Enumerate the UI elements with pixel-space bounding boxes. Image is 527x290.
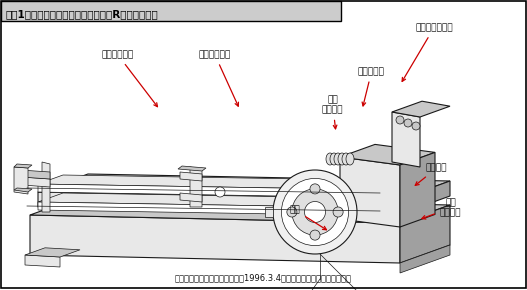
Polygon shape [38,202,400,216]
Polygon shape [38,192,400,214]
Ellipse shape [334,153,342,165]
Ellipse shape [330,153,338,165]
Polygon shape [25,255,60,267]
Circle shape [215,187,225,197]
Polygon shape [38,174,450,199]
Circle shape [305,202,326,222]
Polygon shape [30,197,450,223]
Polygon shape [340,144,435,165]
Text: 加工部品: 加工部品 [415,164,447,185]
Circle shape [287,207,297,217]
Polygon shape [38,193,425,208]
Polygon shape [14,188,32,192]
Polygon shape [14,167,28,194]
Ellipse shape [326,153,334,165]
Polygon shape [178,166,206,171]
Polygon shape [180,172,202,181]
Ellipse shape [346,153,354,165]
Circle shape [273,170,357,254]
Polygon shape [392,101,450,117]
Polygon shape [14,164,32,168]
Polygon shape [340,157,400,227]
Text: 重り: 重り [290,206,326,230]
Bar [1,1,341,21]
Text: 直線スライド: 直線スライド [102,50,158,107]
Polygon shape [400,181,450,214]
Circle shape [281,178,348,246]
Polygon shape [392,112,420,167]
Text: 電気ターミナル: 電気ターミナル [402,23,453,81]
Circle shape [404,119,412,127]
Circle shape [310,184,320,194]
Text: 回転
チャック: 回転 チャック [422,198,462,219]
Polygon shape [180,193,202,202]
Polygon shape [38,184,400,198]
Polygon shape [38,175,425,190]
Polygon shape [265,207,273,217]
Text: 近接
スイッチ: 近接 スイッチ [322,95,344,129]
Polygon shape [20,170,50,179]
Circle shape [333,207,343,217]
Polygon shape [30,215,400,263]
Text: 【図1】重力を利用したガラス細管のR曲げ簡易治具: 【図1】重力を利用したガラス細管のR曲げ簡易治具 [5,9,158,19]
Polygon shape [190,167,202,207]
Circle shape [396,116,404,124]
Polygon shape [400,153,435,227]
Circle shape [412,122,420,130]
Text: （松本武夫、日経メカニカル　1996.3.4　設備機械を設計する　より）: （松本武夫、日経メカニカル 1996.3.4 設備機械を設計する より） [175,273,352,282]
Ellipse shape [342,153,350,165]
Polygon shape [400,205,450,263]
Ellipse shape [338,153,346,165]
Polygon shape [400,245,450,273]
Polygon shape [42,162,50,212]
Text: 加熱ヒータ: 加熱ヒータ [358,68,385,106]
Text: 直線チャック: 直線チャック [199,50,238,106]
Polygon shape [22,177,50,187]
Polygon shape [25,248,80,257]
Circle shape [310,230,320,240]
Circle shape [292,189,338,235]
